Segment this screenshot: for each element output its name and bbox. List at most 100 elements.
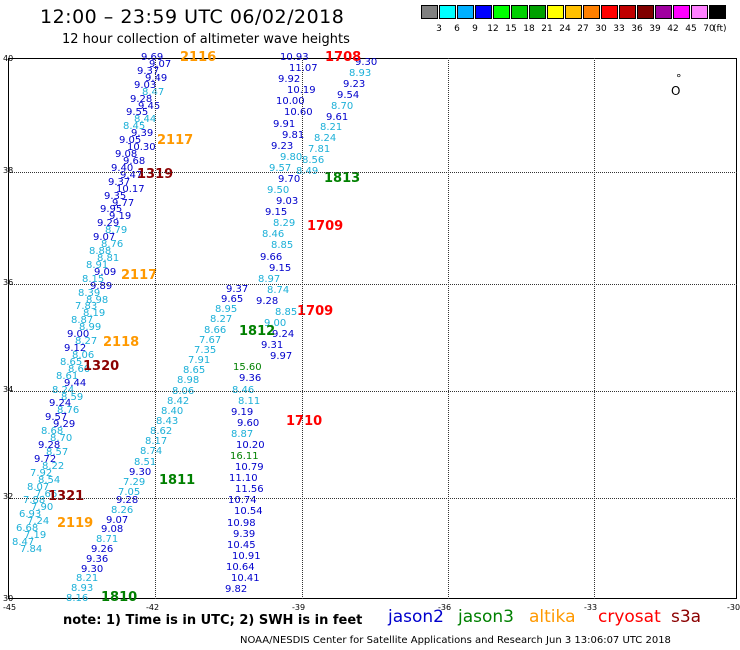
color-scale-label: 42	[667, 24, 679, 34]
color-scale-unit: (ft)	[713, 24, 727, 34]
wave-height-value: 8.76	[57, 405, 80, 416]
wave-height-value: 7.83	[75, 301, 98, 312]
wave-height-value: 9.39	[131, 128, 154, 139]
pass-time-label: 2117	[157, 133, 194, 148]
wave-height-value: 8.85	[275, 307, 298, 318]
legend-jason2: jason2	[388, 607, 444, 627]
legend-jason3: jason3	[458, 607, 514, 627]
map-title: 12:00 – 23:59 UTC 06/02/2018	[40, 6, 345, 28]
wave-height-value: 8.15	[82, 274, 105, 285]
wave-height-value: 9.30	[355, 57, 378, 68]
wave-height-value: 9.31	[261, 340, 284, 351]
wave-height-value: 10.98	[227, 518, 256, 529]
wave-height-value: 8.57	[46, 447, 69, 458]
wave-height-value: 8.21	[76, 573, 99, 584]
wave-height-value: 8.98	[177, 375, 200, 386]
wave-height-value: 8.88	[89, 246, 112, 257]
wave-height-value: 10.74	[228, 495, 257, 506]
wave-height-value: 7.91	[188, 355, 211, 366]
wave-height-value: 9.66	[260, 252, 283, 263]
wave-height-value: 8.39	[78, 288, 101, 299]
wave-height-value: 8.95	[215, 304, 238, 315]
wave-height-value: 7.19	[24, 530, 47, 541]
wave-height-value: 9.09	[94, 267, 117, 278]
wave-height-value: 9.28	[116, 495, 139, 506]
wave-height-value: 10.91	[232, 551, 261, 562]
wave-height-value: 9.23	[343, 79, 366, 90]
wave-height-value: 10.20	[236, 440, 265, 451]
wave-height-value: 11.07	[289, 63, 318, 74]
wave-height-value: 10.45	[227, 540, 256, 551]
wave-height-value: 6.93	[19, 509, 42, 520]
wave-height-value: 9.30	[129, 467, 152, 478]
wave-height-value: 9.29	[53, 419, 76, 430]
wave-height-value: 9.39	[233, 529, 256, 540]
color-swatch	[709, 5, 726, 19]
wave-height-value: 8.46	[232, 385, 255, 396]
color-scale-label: 36	[631, 24, 643, 34]
wave-height-value: 9.68	[123, 156, 146, 167]
color-swatch	[601, 5, 618, 19]
wave-height-value: 8.22	[42, 461, 65, 472]
wave-height-value: 11.56	[235, 484, 264, 495]
color-scale-label: 9	[472, 24, 478, 34]
wave-height-value: 9.08	[101, 524, 124, 535]
wave-height-value: 6.68	[16, 523, 39, 534]
latitude-label: 34	[3, 385, 14, 394]
wave-height-value: 9.57	[269, 163, 292, 174]
wave-height-value: 9.23	[271, 141, 294, 152]
wave-height-value: 9.08	[115, 149, 138, 160]
wave-height-value: 9.49	[145, 73, 168, 84]
wave-height-value: 8.66	[204, 325, 227, 336]
wave-height-value: 8.19	[83, 308, 106, 319]
map-frame	[8, 58, 737, 599]
wave-height-value: 9.00	[264, 318, 287, 329]
wave-height-value: 8.87	[71, 315, 94, 326]
color-swatch	[583, 5, 600, 19]
longitude-label: -33	[584, 603, 598, 612]
wave-height-value: 9.15	[265, 207, 288, 218]
wave-height-value: 8.47	[12, 537, 35, 548]
wave-height-value: 9.29	[97, 218, 120, 229]
color-scale-label: 12	[487, 24, 499, 34]
wave-height-value: 9.19	[109, 211, 132, 222]
wave-height-value: 8.27	[75, 336, 98, 347]
longitude-label: -45	[3, 603, 17, 612]
wave-height-value: 9.57	[45, 412, 68, 423]
color-swatch	[421, 5, 438, 19]
wave-height-value: 10.60	[284, 107, 313, 118]
color-swatch	[457, 5, 474, 19]
wave-height-value: 9.36	[86, 554, 109, 565]
color-scale-label: 3	[436, 24, 442, 34]
wave-height-value: 9.72	[34, 454, 57, 465]
wave-height-value: 7.24	[27, 516, 50, 527]
color-swatch	[439, 5, 456, 19]
wave-height-value: 10.93	[280, 52, 309, 63]
wave-height-value: 9.26	[91, 544, 114, 555]
wave-height-value: 8.07	[27, 482, 50, 493]
wave-height-value: 8.85	[271, 240, 294, 251]
credit-line: NOAA/NESDIS Center for Satellite Applica…	[240, 635, 671, 646]
color-scale-label: 6	[454, 24, 460, 34]
wave-height-value: 8.46	[262, 229, 285, 240]
meridian-line	[302, 58, 303, 599]
wave-height-value: 9.54	[337, 90, 360, 101]
wave-height-value: 9.81	[282, 130, 305, 141]
wave-height-value: 8.24	[314, 133, 337, 144]
color-swatch	[655, 5, 672, 19]
legend-s3a: s3a	[671, 607, 702, 627]
color-scale-label: 33	[613, 24, 625, 34]
parallel-line	[8, 172, 737, 173]
longitude-label: -42	[146, 603, 160, 612]
wave-height-value: 9.70	[278, 174, 301, 185]
wave-height-value: 9.95	[100, 204, 123, 215]
wave-height-value: 9.97	[270, 351, 293, 362]
pass-time-label: 1320	[83, 359, 120, 374]
pass-time-label: 2116	[180, 50, 217, 65]
color-scale-label: 27	[577, 24, 589, 34]
wave-height-value: 9.15	[269, 263, 292, 274]
wave-height-value: 8.70	[331, 101, 354, 112]
pass-time-label: 1708	[325, 50, 362, 65]
wave-height-value: 11.10	[229, 473, 258, 484]
color-swatch	[511, 5, 528, 19]
